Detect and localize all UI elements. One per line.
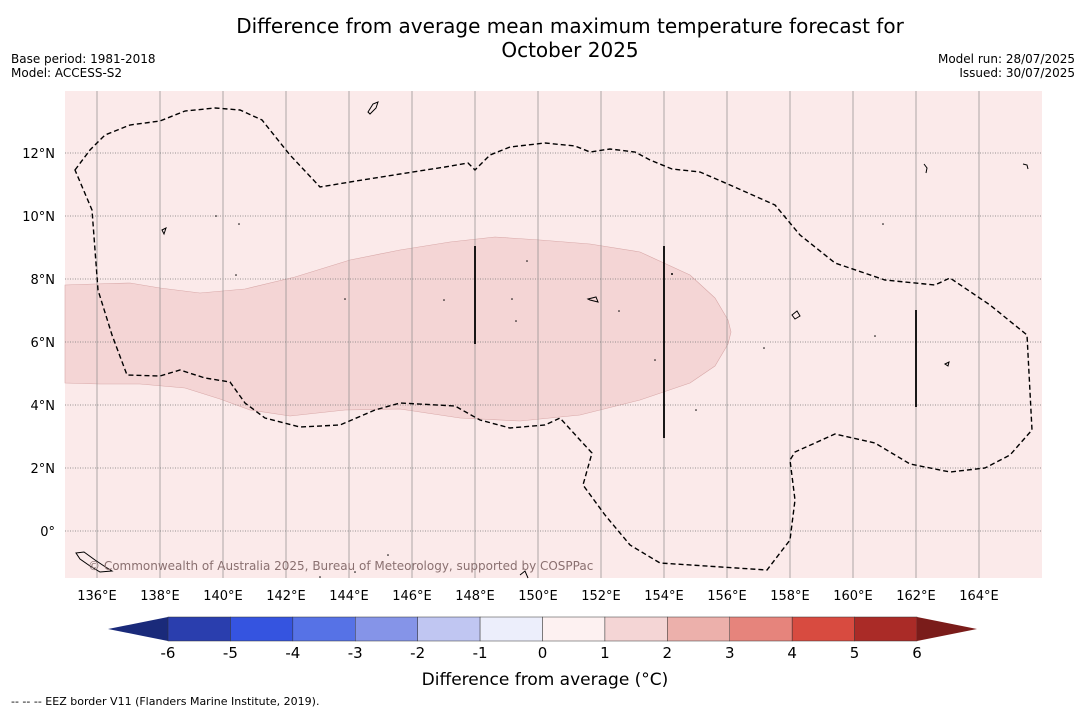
colorbar-tick-label: 4 (787, 644, 797, 662)
lat-label: 0° (40, 525, 55, 540)
lat-label: 10°N (22, 210, 55, 225)
colorbar-cell (729, 616, 793, 642)
lat-label: 2°N (31, 462, 56, 477)
chart-title: Difference from average mean maximum tem… (170, 14, 970, 62)
lat-label: 4°N (31, 399, 56, 414)
anomaly-region-1-2 (64, 236, 732, 422)
island-dots (215, 215, 884, 578)
colorbar-cell (667, 616, 730, 642)
meta-right: Model run: 28/07/2025 Issued: 30/07/2025 (938, 52, 1075, 80)
lon-label: 142°E (266, 589, 306, 604)
colorbar-tick-label: -5 (223, 644, 238, 662)
colorbar-cell (230, 616, 294, 642)
colorbar-tick-label: 3 (725, 644, 735, 662)
colorbar-cell (479, 616, 543, 642)
lat-label: 12°N (22, 147, 55, 162)
lon-label: 164°E (959, 589, 999, 604)
title-line-2: October 2025 (501, 38, 639, 62)
colorbar-tick-label: -6 (161, 644, 176, 662)
lon-label: 150°E (518, 589, 558, 604)
lon-label: 158°E (770, 589, 810, 604)
colorbar-tick-label: 1 (600, 644, 610, 662)
contour-lines (474, 246, 917, 438)
lat-label: 6°N (31, 336, 56, 351)
copyright-text: © Commonwealth of Australia 2025, Bureau… (88, 559, 593, 573)
lon-label: 160°E (833, 589, 873, 604)
lon-label: 136°E (77, 589, 117, 604)
meta-left: Base period: 1981-2018 Model: ACCESS-S2 (11, 52, 156, 80)
lon-label: 138°E (140, 589, 180, 604)
eez-border (74, 107, 1033, 571)
colorbar-cell (854, 616, 918, 642)
colorbar-tick-label: 2 (663, 644, 673, 662)
model-name: Model: ACCESS-S2 (11, 66, 123, 80)
colorbar: -6 -5 -4 -3 -2 -1 0 1 2 3 4 5 6 (108, 616, 977, 662)
colorbar-cell (417, 616, 481, 642)
lon-label: 156°E (707, 589, 747, 604)
colorbar-under (108, 617, 168, 641)
colorbar-tick-label: 5 (850, 644, 860, 662)
lon-label: 144°E (329, 589, 369, 604)
colorbar-cell (791, 616, 855, 642)
model-run: Model run: 28/07/2025 (937, 52, 1075, 66)
issued-date: Issued: 30/07/2025 (959, 66, 1075, 80)
lon-label: 162°E (896, 589, 936, 604)
lat-gridlines (65, 152, 1042, 532)
base-period: Base period: 1981-2018 (11, 52, 156, 66)
colorbar-cell (604, 616, 668, 642)
lon-labels: 136°E 138°E 140°E 142°E 144°E 146°E 148°… (77, 589, 999, 604)
eez-footnote: -- -- -- EEZ border V11 (Flanders Marine… (11, 695, 320, 708)
colorbar-cell (292, 616, 356, 642)
lat-labels: 12°N 10°N 8°N 6°N 4°N 2°N 0° (22, 147, 55, 540)
colorbar-tick-label: -3 (348, 644, 363, 662)
colorbar-tick-label: -1 (473, 644, 488, 662)
lon-label: 154°E (644, 589, 684, 604)
colorbar-tick-label: -4 (285, 644, 300, 662)
colorbar-cell (355, 616, 418, 642)
colorbar-label: Difference from average (°C) (421, 670, 669, 690)
colorbar-tick-label: 0 (538, 644, 548, 662)
islands (75, 101, 1029, 579)
title-line-1: Difference from average mean maximum tem… (236, 14, 904, 38)
lat-label: 8°N (31, 273, 56, 288)
lon-label: 152°E (581, 589, 621, 604)
colorbar-tick-label: 6 (912, 644, 922, 662)
colorbar-cell (542, 616, 606, 642)
lon-label: 140°E (203, 589, 243, 604)
colorbar-over (917, 617, 977, 641)
lon-label: 148°E (455, 589, 495, 604)
lon-label: 146°E (392, 589, 432, 604)
colorbar-tick-label: -2 (410, 644, 425, 662)
colorbar-cell (167, 616, 231, 642)
